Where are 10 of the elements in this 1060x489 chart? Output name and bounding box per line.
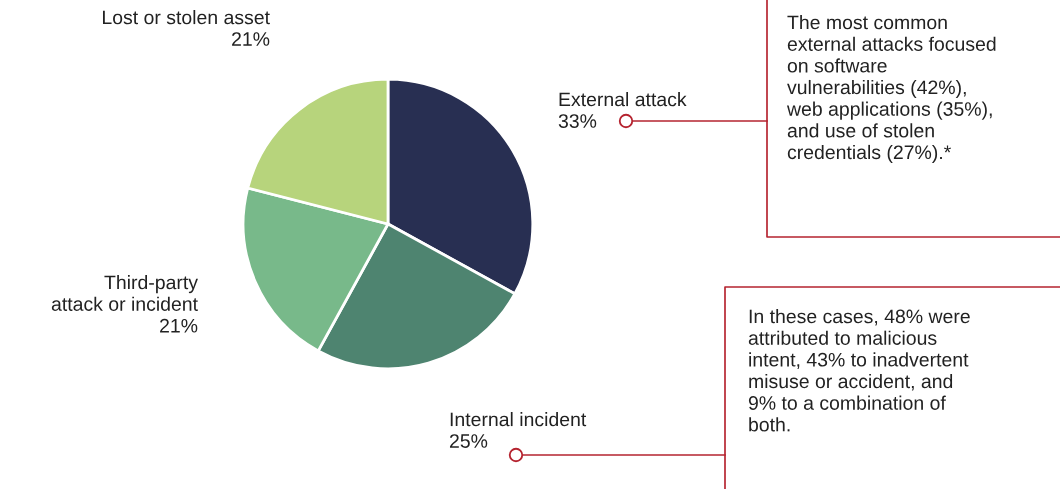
slice-label: Third-party attack or incident: [51, 275, 198, 311]
data-label: 33%: [558, 114, 597, 128]
data-label: 21%: [232, 32, 270, 46]
data-label: 21%: [160, 318, 198, 333]
slice-label: External attack: [559, 92, 687, 107]
slice-label: Lost or stolen asset: [103, 10, 270, 25]
data-label: 25%: [449, 434, 488, 448]
slice-label: Internal incident: [450, 412, 587, 427]
text: The most common external attacks focused on software vulnerabilities (42%), web applications (35%), and use of stolen credentials (27%).*: [786, 15, 996, 164]
text: In these cases, 48% were attributed to malicious intent, 43% to inadvertent misuse or accident, and 9% to a combination of both.: [748, 309, 970, 432]
